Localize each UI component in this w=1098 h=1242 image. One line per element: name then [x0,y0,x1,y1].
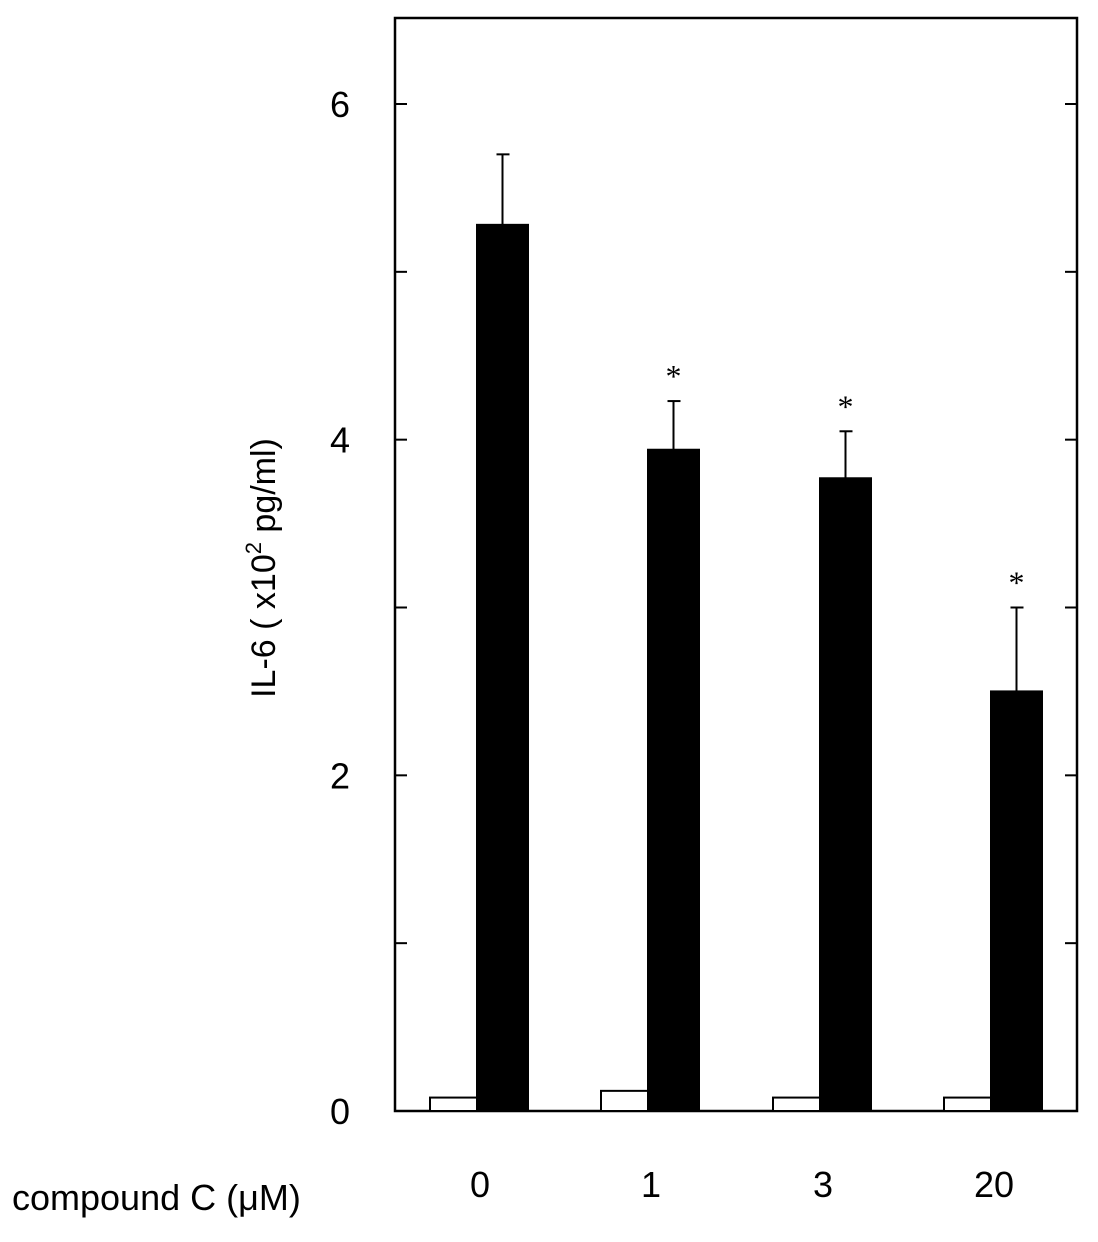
bar-treated [476,223,529,1112]
bar-treated [819,477,872,1113]
y-tick-label: 4 [330,420,350,461]
x-tick-label: 3 [813,1164,833,1205]
bar-control [943,1096,992,1113]
x-tick-label: 0 [470,1164,490,1205]
x-axis-title: compound C (μM) [12,1177,301,1218]
bar-control [429,1096,478,1113]
y-tick-label: 0 [330,1091,350,1132]
y-axis-title: IL-6 ( x102 pg/ml) [241,438,283,698]
significance-marker: * [838,388,854,424]
y-axis-title-unit: pg/ml) [245,438,283,542]
plot-frame [393,16,1079,1113]
bar-control [600,1089,649,1112]
x-tick-label: 1 [641,1164,661,1205]
y-axis-ticks [395,103,1077,945]
significance-marker: * [666,358,682,394]
y-tick-label: 6 [330,84,350,125]
bars [429,153,1043,1113]
labels: 0 2 4 6 0 * 1 * 3 * 20 [330,84,1025,1205]
bar-treated [990,690,1043,1113]
x-tick-label: 20 [974,1164,1014,1205]
significance-marker: * [1009,565,1025,601]
y-axis-title-superscript: 2 [241,542,266,554]
y-tick-label: 2 [330,755,350,796]
bar-treated [647,448,700,1112]
bar-control [772,1096,821,1113]
y-axis-title-main: IL-6 ( x10 [245,554,283,698]
